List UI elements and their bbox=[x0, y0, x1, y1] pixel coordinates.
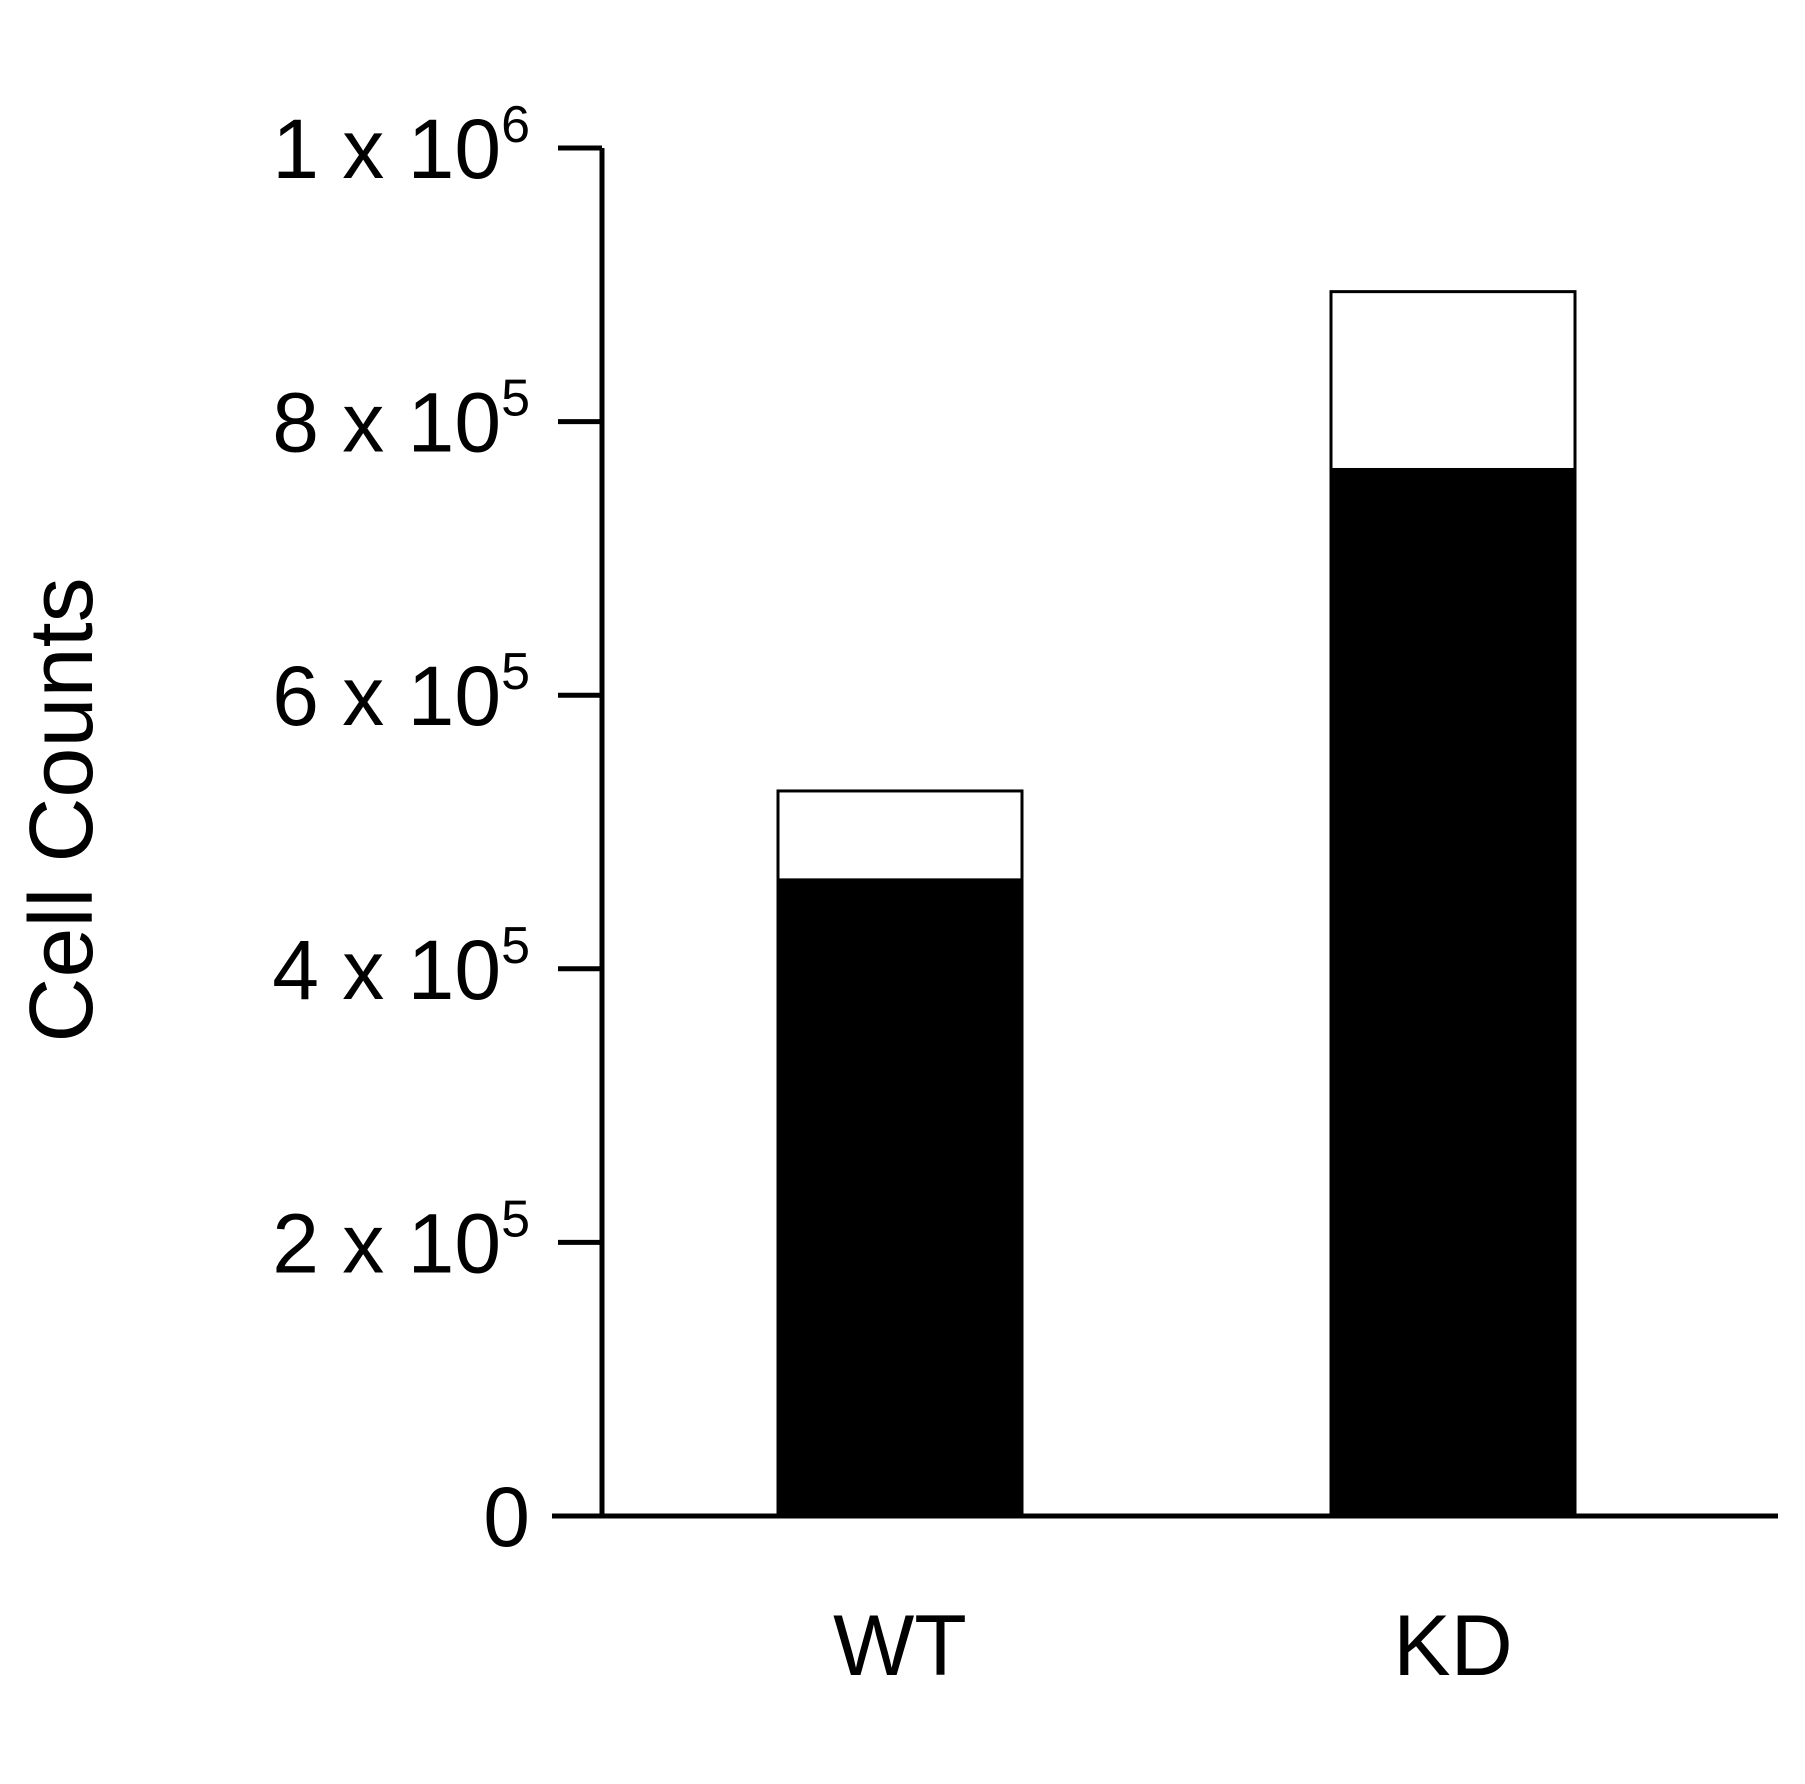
y-tick-label: 0 bbox=[483, 1470, 530, 1564]
y-tick-label: 8 x 105 bbox=[272, 370, 530, 470]
x-ticks-group: WT KD bbox=[833, 1598, 1513, 1694]
y-tick-label: 6 x 105 bbox=[272, 643, 530, 743]
y-ticks-group: 0 2 x 105 4 x 105 6 x 105 8 x 105 1 x 106 bbox=[272, 96, 602, 1564]
bar-kd-segment-2 bbox=[1329, 290, 1577, 471]
bar-wt-segment-1 bbox=[776, 878, 1024, 1518]
bars-group bbox=[776, 290, 1577, 1518]
bar-kd-segment-1 bbox=[1329, 467, 1577, 1518]
x-category-label: WT bbox=[833, 1598, 967, 1694]
x-category-label: KD bbox=[1393, 1598, 1512, 1694]
axes-group bbox=[552, 148, 1778, 1519]
y-tick-label: 2 x 105 bbox=[272, 1190, 530, 1290]
y-axis-label: Cell Counts bbox=[12, 577, 112, 1042]
y-tick-label: 4 x 105 bbox=[272, 917, 530, 1017]
y-tick-label: 1 x 106 bbox=[272, 96, 530, 196]
bar-wt-segment-2 bbox=[776, 789, 1024, 882]
